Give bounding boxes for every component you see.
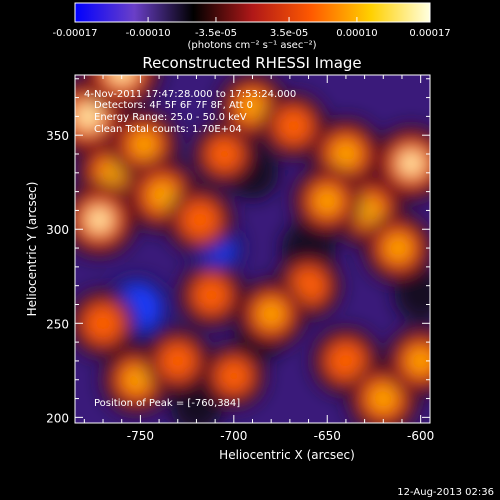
bright-source-core	[372, 388, 394, 410]
y-axis-label: Heliocentric Y (arcsec)	[25, 182, 39, 317]
colorbar-tick-label: 0.00010	[336, 28, 377, 39]
y-tick-label: 350	[46, 129, 69, 143]
bright-source-core	[93, 313, 113, 334]
bright-source-core	[261, 303, 282, 325]
chart-title: Reconstructed RHESSI Image	[142, 54, 361, 72]
bright-source-core	[151, 184, 174, 207]
bright-source-core	[317, 190, 338, 212]
colorbar-tick-label: 0.00017	[409, 28, 450, 39]
bright-source-core	[190, 210, 210, 230]
bright-source-core	[224, 366, 243, 385]
bright-source-core	[134, 134, 155, 155]
bright-source-core	[168, 351, 188, 371]
bright-source-core	[388, 237, 409, 259]
colorbar	[74, 2, 431, 23]
footer-timestamp: 12-Aug-2013 02:36	[397, 487, 494, 498]
axis-ticks: -750 -700 -650 -600 200 250 300 350	[46, 75, 434, 443]
bright-source-core	[242, 96, 263, 118]
colorbar-ticks: -0.00017 -0.00010 -3.5e-05 3.5e-05 0.00010 0.…	[53, 17, 451, 39]
bright-source-core	[76, 104, 101, 129]
x-tick-label: -600	[407, 429, 434, 443]
colorbar-tick-label: -0.00010	[126, 28, 171, 39]
y-tick-label: 250	[46, 317, 69, 331]
x-tick-label: -650	[314, 429, 341, 443]
peak-position-text: Position of Peak = [-760,384]	[94, 398, 240, 409]
bright-source-core	[357, 199, 380, 222]
x-tick-label: -750	[127, 429, 154, 443]
bright-source-core	[410, 350, 430, 372]
dark-source	[402, 276, 430, 314]
colorbar-unit-label: (photons cm⁻² s⁻¹ asec⁻²)	[187, 40, 316, 51]
dark-source	[179, 390, 214, 423]
bright-source-core	[202, 285, 221, 305]
detectors-text: Detectors: 4F 5F 6F 7F 8F, Att 0	[94, 100, 253, 111]
energy-range-text: Energy Range: 25.0 - 50.0 keV	[94, 112, 247, 123]
bright-source-core	[110, 75, 133, 83]
y-tick-label: 300	[46, 223, 69, 237]
plot-area	[75, 75, 430, 423]
bright-source-core	[284, 116, 303, 136]
bright-source-core	[336, 351, 356, 371]
bright-source-core	[400, 152, 423, 175]
y-tick-label: 200	[46, 411, 69, 425]
bright-source-core	[88, 208, 111, 232]
bright-source-core	[335, 143, 357, 165]
bright-source-core	[126, 369, 147, 390]
colorbar-tick-label: -3.5e-05	[195, 28, 237, 39]
intensity-sources	[75, 75, 430, 423]
colorbar-tick-label: -0.00017	[53, 28, 98, 39]
time-range-text: 4-Nov-2011 17:47:28.000 to 17:53:24.000	[84, 89, 296, 100]
x-axis-label: Heliocentric X (arcsec)	[219, 448, 355, 462]
x-tick-label: -700	[220, 429, 247, 443]
bright-source-mid	[101, 75, 142, 92]
colorbar-tick-label: 3.5e-05	[270, 28, 308, 39]
bright-source-core	[299, 276, 318, 296]
clean-counts-text: Clean Total counts: 1.70E+04	[94, 124, 242, 135]
bright-source-core	[215, 145, 234, 163]
